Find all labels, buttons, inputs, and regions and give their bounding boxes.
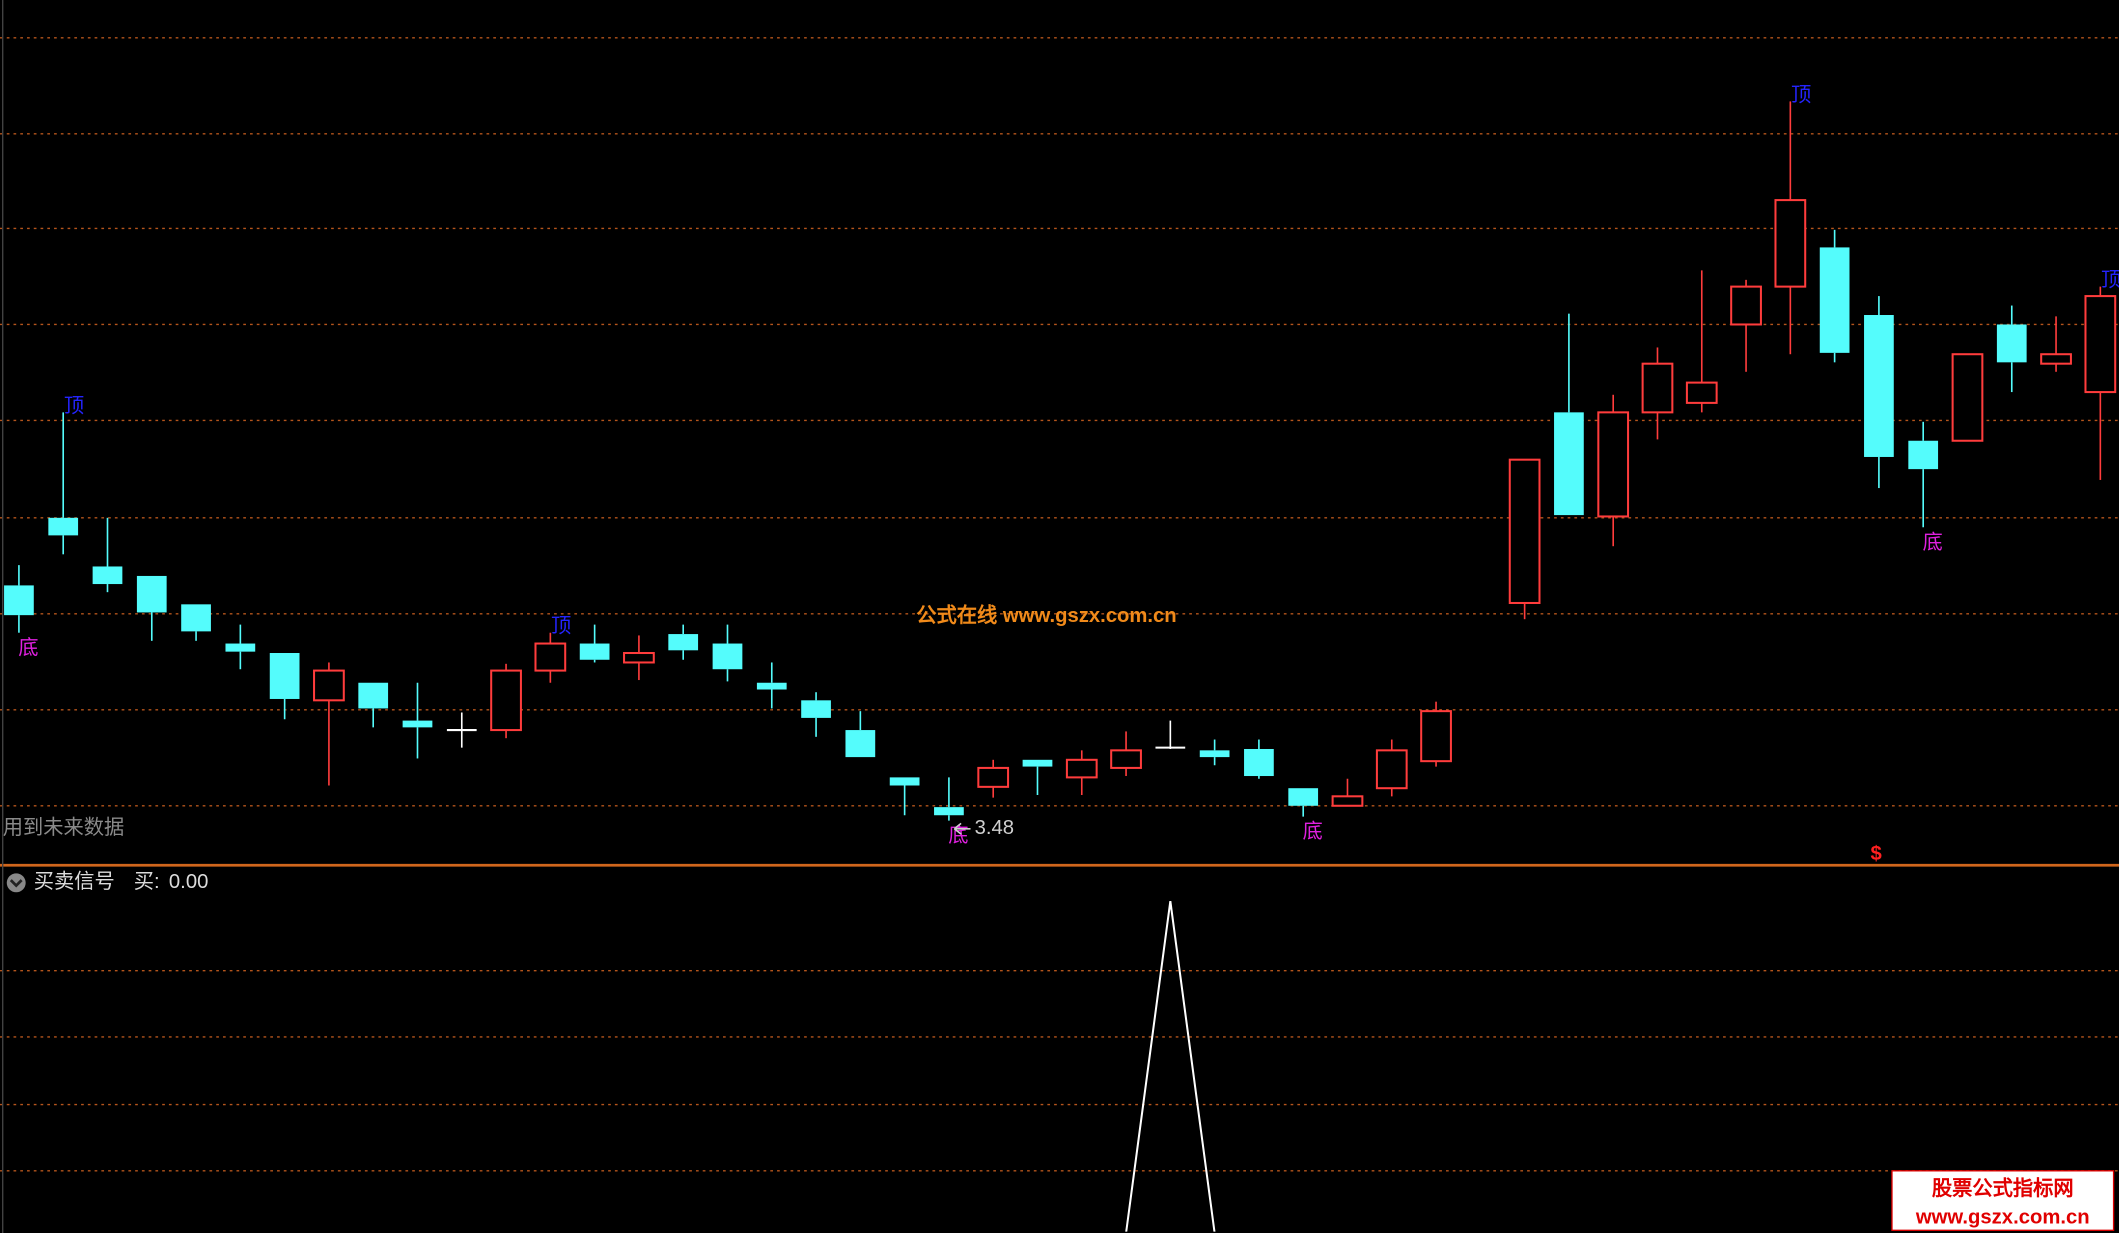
- down-body: [4, 585, 34, 616]
- up-body: [623, 651, 655, 664]
- up-body: [1597, 411, 1630, 518]
- series-name: 买:: [134, 871, 160, 893]
- down-body: [402, 720, 433, 728]
- up-body: [1508, 458, 1541, 604]
- down-body: [358, 682, 389, 709]
- lower-grid: [0, 970, 2119, 1172]
- up-body: [1065, 758, 1098, 779]
- up-body: [534, 642, 567, 672]
- up-body: [1420, 710, 1452, 763]
- series-value: 0.00: [169, 871, 208, 893]
- footer-badge: 股票公式指标网 www.gszx.com.cn: [1891, 1170, 2115, 1231]
- watermark: 公式在线 www.gszx.com.cn: [916, 603, 1176, 627]
- down-body: [889, 777, 920, 786]
- up-body: [313, 669, 345, 702]
- top-label: 顶: [2101, 270, 2119, 292]
- up-body: [1641, 362, 1674, 414]
- down-body: [48, 517, 79, 536]
- badge-url: www.gszx.com.cn: [1915, 1206, 2090, 1228]
- down-body: [668, 634, 699, 651]
- signal-mark: $: [1871, 843, 1882, 865]
- top-label: 顶: [551, 616, 571, 638]
- candles: [4, 101, 2117, 821]
- down-body: [1996, 324, 2027, 363]
- chevron: [9, 879, 23, 888]
- down-body: [801, 700, 831, 718]
- up-body: [1375, 749, 1408, 790]
- down-body: [1022, 759, 1053, 767]
- down-body: [756, 682, 787, 690]
- down-body: [579, 643, 610, 660]
- down-body: [845, 730, 876, 758]
- collapse-icon[interactable]: [6, 873, 26, 893]
- down-body: [934, 807, 964, 816]
- up-body: [2040, 353, 2072, 365]
- down-body: [1199, 750, 1230, 758]
- down-body: [712, 643, 743, 670]
- up-body: [1730, 285, 1762, 326]
- bottom-label: 底: [1303, 820, 1323, 843]
- down-body: [1244, 748, 1274, 777]
- down-body: [1819, 247, 1850, 353]
- top-label: 顶: [64, 395, 84, 417]
- down-body: [269, 653, 300, 699]
- low-price-label: 3.48: [975, 817, 1014, 839]
- signal-line: [1125, 901, 1216, 1232]
- low-arrow: [953, 822, 971, 835]
- down-body: [1288, 788, 1319, 806]
- top-label: 顶: [1791, 84, 1811, 106]
- down-body: [1554, 412, 1584, 516]
- up-body: [1110, 749, 1142, 769]
- down-body: [92, 566, 123, 585]
- up-body: [977, 766, 1010, 788]
- down-body: [1908, 440, 1939, 470]
- up-body: [2084, 295, 2117, 394]
- badge-box: [1891, 1170, 2115, 1231]
- down-body: [181, 604, 211, 632]
- indicator-title: 买卖信号: [34, 870, 115, 893]
- badge-brand: 股票公式指标网: [1932, 1176, 2074, 1200]
- up-body: [1331, 795, 1364, 807]
- bottom-label: 底: [948, 824, 968, 847]
- future-data-note: 用到未来数据: [3, 816, 125, 839]
- main-grid: [0, 37, 2119, 807]
- down-body: [136, 575, 167, 613]
- bottom-label: 底: [1923, 531, 1943, 554]
- up-body: [1685, 381, 1718, 404]
- bottom-label: 底: [18, 636, 38, 659]
- down-body: [225, 643, 256, 652]
- down-body: [1864, 315, 1894, 457]
- up-body: [1774, 199, 1807, 288]
- up-body: [1951, 353, 1984, 442]
- indicator-legend[interactable]: 买卖信号 买: 0.00: [6, 870, 209, 893]
- signal-panel: [1125, 901, 1216, 1232]
- up-body: [490, 669, 522, 732]
